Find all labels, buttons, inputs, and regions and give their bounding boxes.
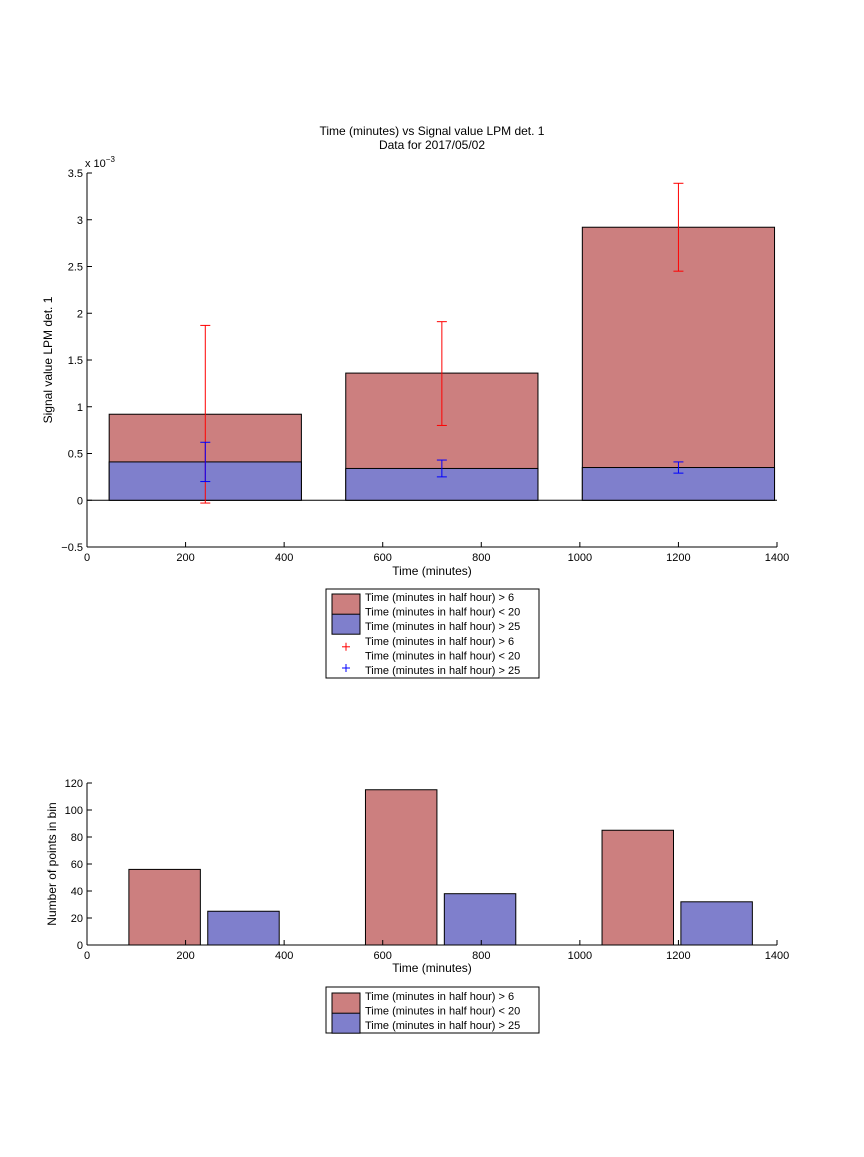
chart-title: Time (minutes) vs Signal value LPM det. … [320,124,545,138]
y-tick-label: 1.5 [68,355,83,367]
y-axis-label: Number of points in bin [45,802,59,925]
legend-label: Time (minutes in half hour) > 6 [365,592,514,604]
count-bar-2 [364,789,438,946]
legend-label: Time (minutes in half hour) > 25 [365,665,520,677]
y-tick-label: 0 [77,940,83,952]
x-tick-label: 400 [275,552,293,564]
legend-swatch [331,593,361,617]
x-tick-label: 1400 [765,950,789,962]
x-tick-label: 1000 [568,950,592,962]
legend-swatch [331,1012,361,1034]
x-tick-label: 400 [275,950,293,962]
x-tick-label: 600 [374,950,392,962]
legend: Time (minutes in half hour) > 6 Time (min… [325,986,540,1034]
legend-swatch [331,992,361,1016]
x-tick-label: 1200 [666,552,690,564]
y-tick-label: 80 [71,832,83,844]
x-tick-label: 1000 [568,552,592,564]
chart-subtitle: Data for 2017/05/02 [379,138,485,152]
x-tick-label: 200 [176,552,194,564]
count-chart: 0 200 400 600 800 1000 1200 1400 0 20 40 60 80 100 120… [45,778,789,1034]
y-tick-label: 60 [71,859,83,871]
legend-swatch [331,613,361,635]
legend-label: Time (minutes in half hour) < 20 [365,607,520,619]
y-axis-label: Signal value LPM det. 1 [41,296,55,423]
legend-label: Time (minutes in half hour) > 25 [365,621,520,633]
count-bar-5 [680,901,753,946]
legend-label: Time (minutes in half hour) > 6 [365,636,514,648]
y-tick-label: 20 [71,913,83,925]
y-tick-label: 0.5 [68,449,83,461]
legend: Time (minutes in half hour) > 6 Time (min… [325,588,540,679]
y-exponent-label: x 10−3 [85,155,115,170]
legend-box [325,986,540,1034]
count-bar-1 [207,910,280,946]
y-tick-label: 0 [77,495,83,507]
x-tick-label: 600 [374,552,392,564]
y-tick-label: 2 [77,308,83,320]
x-tick-label: 800 [472,950,490,962]
legend-label: Time (minutes in half hour) > 25 [365,1020,520,1032]
legend-label: Time (minutes in half hour) < 20 [365,1006,520,1018]
signal-chart: Time (minutes) vs Signal value LPM det. … [41,124,789,679]
x-tick-label: 0 [84,552,90,564]
y-tick-label: 100 [65,805,83,817]
x-tick-label: 0 [84,950,90,962]
x-tick-label: 200 [176,950,194,962]
count-bar-4 [601,829,674,946]
y-tick-label: 1 [77,402,83,414]
x-axis-label: Time (minutes) [392,961,472,975]
count-bar-3 [443,893,517,946]
legend-box [325,588,540,679]
x-tick-label: 800 [472,552,490,564]
y-tick-label: 120 [65,778,83,790]
y-tick-label: 40 [71,886,83,898]
count-bar-0 [128,868,201,946]
y-tick-label: 3 [77,215,83,227]
x-tick-label: 1400 [765,552,789,564]
legend-label: Time (minutes in half hour) > 6 [365,991,514,1003]
y-tick-label: 2.5 [68,262,83,274]
legend-label: Time (minutes in half hour) < 20 [365,650,520,662]
y-tick-label: −0.5 [61,542,83,554]
y-tick-label: 3.5 [68,168,83,180]
x-tick-label: 1200 [666,950,690,962]
x-axis-label: Time (minutes) [392,564,472,578]
